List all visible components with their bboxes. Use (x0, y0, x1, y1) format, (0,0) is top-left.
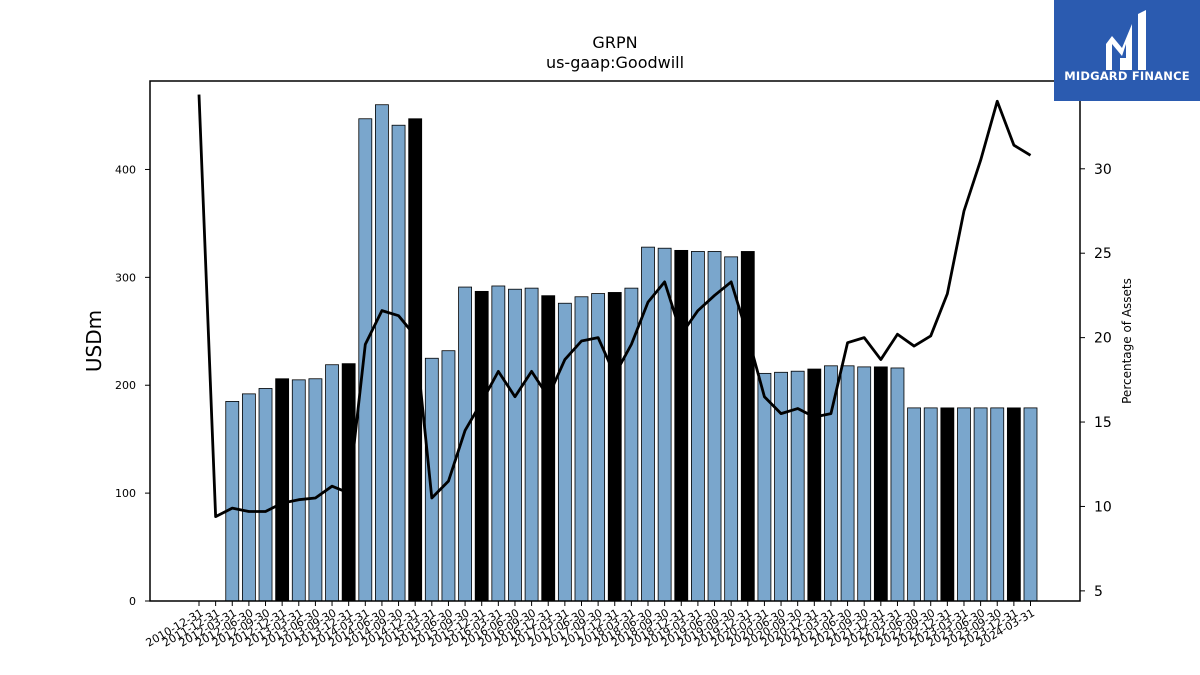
x-axis: 2010-12-312011-12-312012-03-312012-06-30… (144, 601, 1037, 650)
bar (524, 287, 539, 602)
right-y-axis: 5 10 15 20 25 30 (1080, 162, 1112, 600)
bar (923, 407, 938, 602)
bar (508, 288, 522, 602)
bar (740, 251, 755, 602)
bar (990, 407, 1005, 602)
bar (724, 256, 739, 602)
bar (873, 366, 888, 602)
y2-axis-label: Percentage of Assets (1120, 278, 1134, 404)
bar (358, 118, 373, 602)
bar (557, 302, 572, 602)
bar (375, 104, 389, 602)
y-tick-label: 200 (115, 379, 136, 392)
bar (225, 401, 240, 602)
bar (774, 371, 788, 602)
bar (1006, 407, 1021, 602)
bar (940, 407, 955, 602)
bar (491, 285, 506, 602)
y-axis-label: USDm (82, 310, 106, 372)
y-tick-label: 0 (129, 595, 136, 608)
bar (824, 365, 838, 602)
y-tick-label: 400 (115, 163, 136, 176)
y2-tick-label: 15 (1094, 415, 1112, 431)
bar (757, 372, 772, 602)
left-y-axis: 0 100 200 300 400 (115, 163, 150, 608)
bar (857, 366, 872, 602)
brand-logo: MIDGARD FINANCE (1054, 0, 1200, 101)
bar (607, 292, 622, 602)
bar (408, 118, 423, 602)
y2-tick-label: 30 (1094, 162, 1112, 178)
bar (325, 364, 339, 602)
bar (674, 249, 689, 602)
chart-title: GRPN (592, 33, 637, 52)
bar (258, 388, 273, 602)
bar (973, 407, 988, 602)
percentage-line (197, 94, 1032, 518)
midgard-logo-icon (1106, 10, 1146, 70)
y-tick-label: 300 (115, 271, 136, 284)
bar (308, 378, 323, 602)
bar (424, 357, 439, 602)
y2-tick-label: 20 (1094, 331, 1112, 347)
percentage-line-series (197, 94, 1032, 518)
y-tick-label: 100 (115, 487, 136, 500)
bar (691, 251, 705, 602)
bar (807, 368, 822, 602)
bar (391, 124, 406, 602)
bar (790, 370, 805, 602)
brand-name: MIDGARD FINANCE (1064, 69, 1190, 83)
bar (291, 379, 306, 602)
bar (275, 378, 290, 602)
bar (1023, 407, 1038, 602)
y2-tick-label: 25 (1094, 246, 1112, 262)
bar (441, 350, 456, 602)
y2-tick-label: 10 (1094, 499, 1112, 515)
bar (907, 407, 921, 602)
bar (707, 251, 722, 602)
bar (541, 295, 556, 602)
bar (474, 290, 489, 602)
bar-series (225, 104, 1038, 602)
bar (890, 367, 905, 602)
bar (840, 365, 855, 602)
bar (657, 247, 672, 602)
bar (241, 393, 256, 602)
chart-subtitle: us-gaap:Goodwill (546, 53, 684, 72)
y2-tick-label: 5 (1094, 584, 1103, 600)
bar (957, 407, 971, 602)
